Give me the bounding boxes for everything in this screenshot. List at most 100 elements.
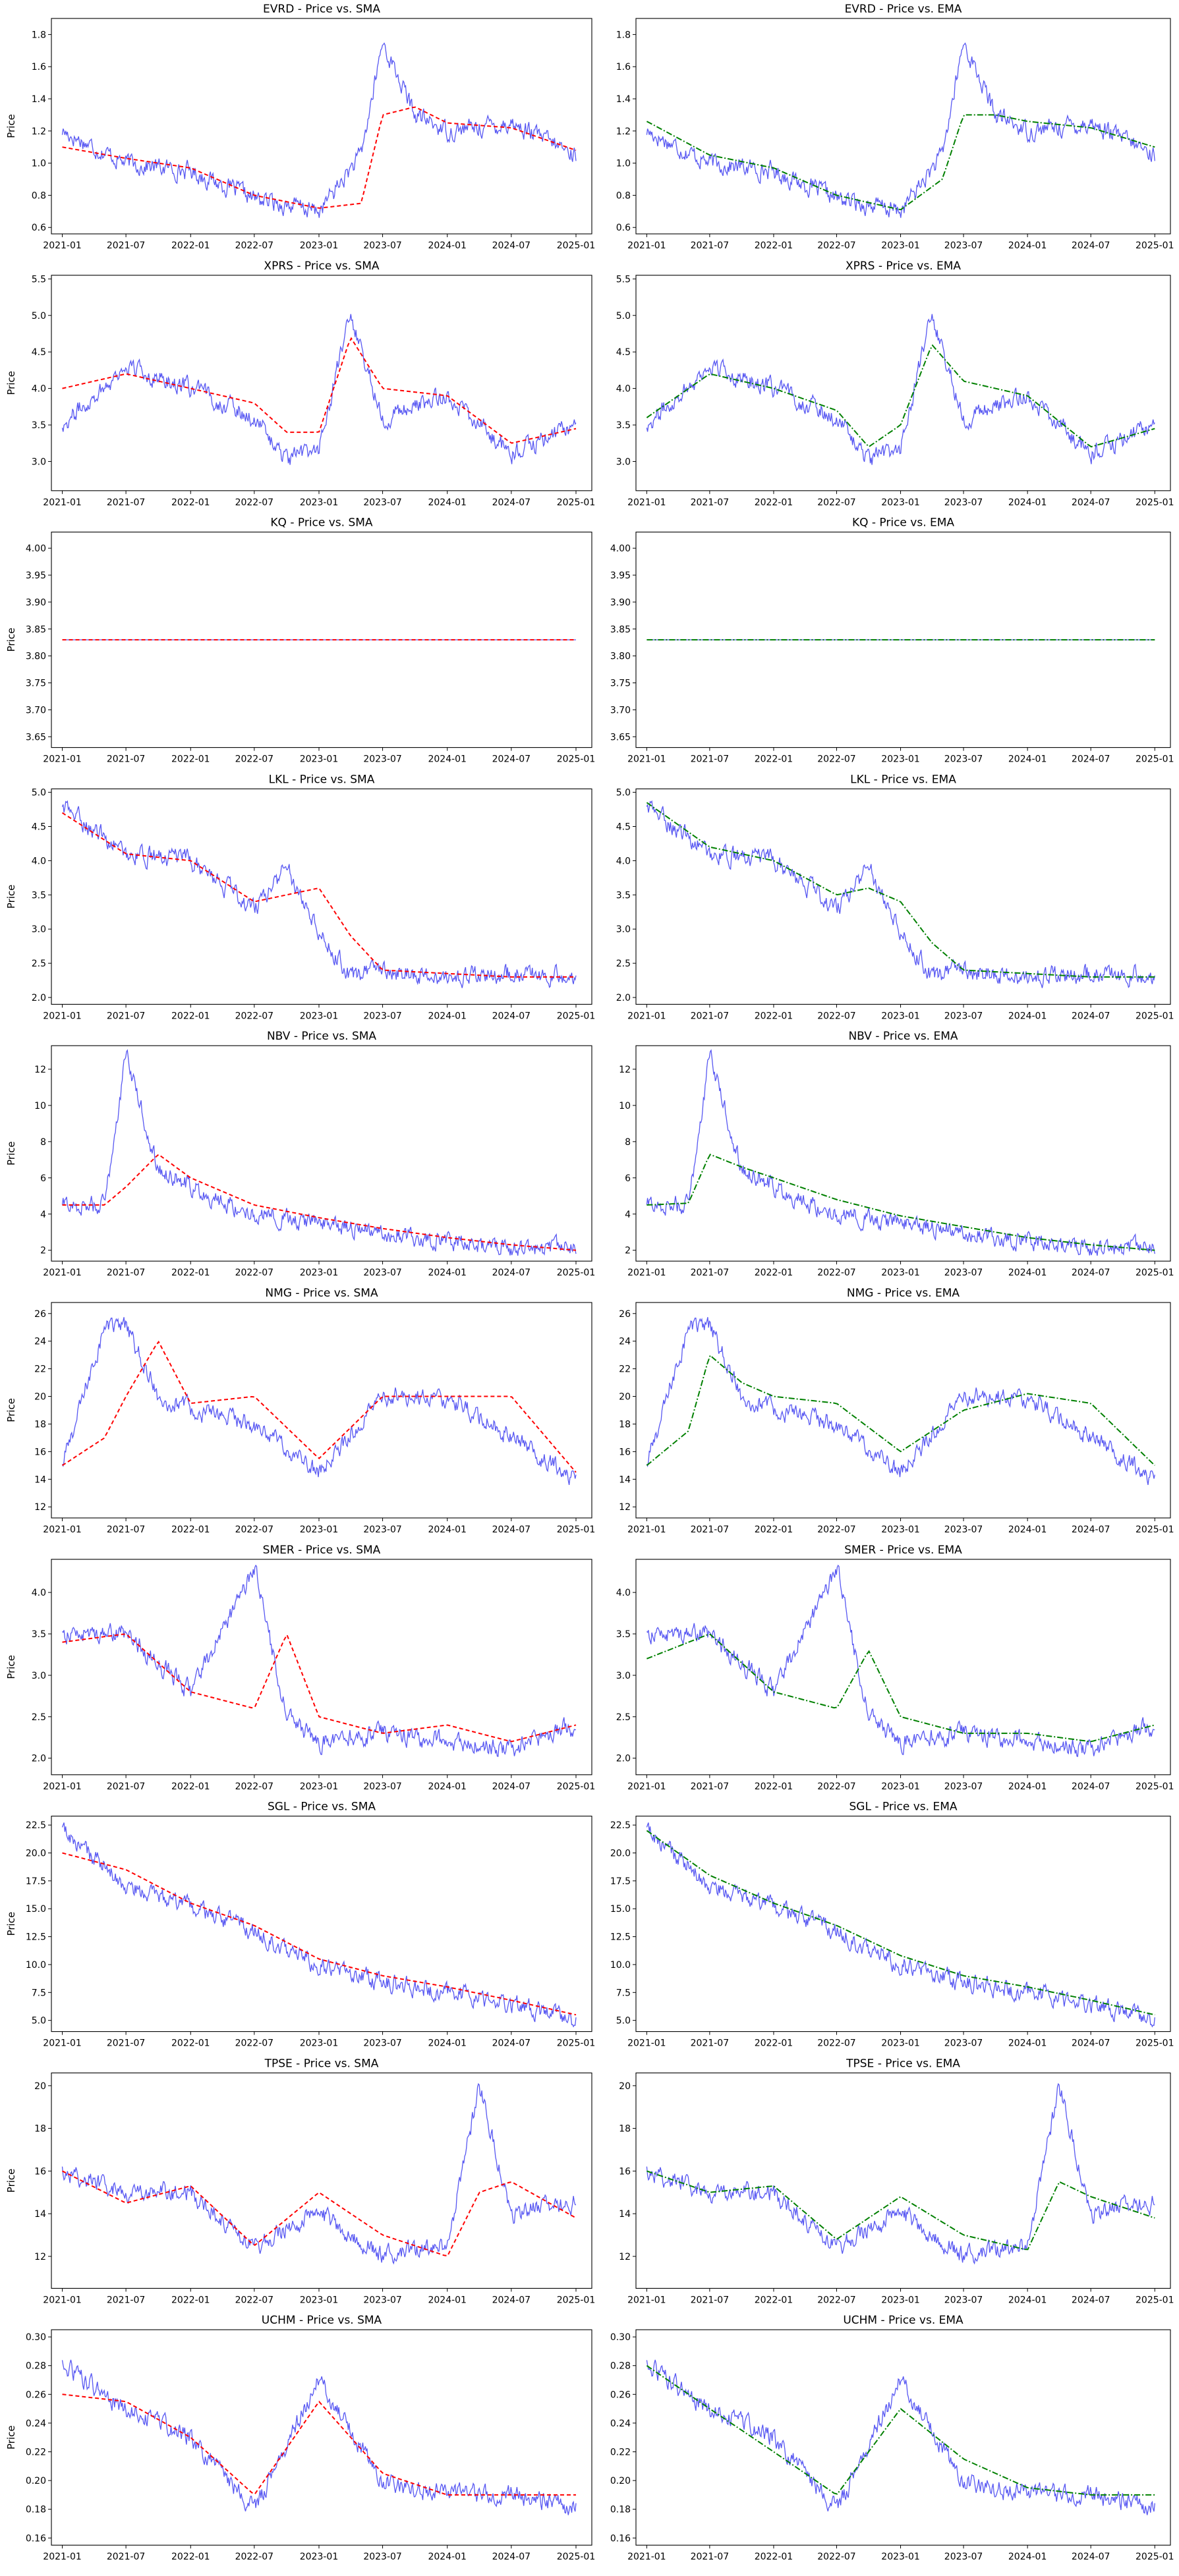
x-tick-label: 2023-07: [363, 1781, 402, 1792]
y-tick-label: 12: [619, 2252, 631, 2262]
ema-line: [646, 344, 1155, 448]
y-axis-label: Price: [5, 371, 17, 395]
y-tick-label: 3.0: [616, 924, 631, 935]
y-tick-label: 14: [619, 1474, 631, 1485]
subplot-title: UCHM - Price vs. EMA: [843, 2314, 963, 2327]
subplot-uchm-ema: UCHM - Price vs. EMA 0.16 0.18 0.20 0.22 0.24…: [610, 2314, 1174, 2562]
sma-line: [61, 1340, 577, 1473]
price-line: [646, 314, 1155, 465]
price-line: [61, 800, 577, 988]
y-tick-label: 3.5: [32, 890, 46, 901]
axes-frame: [51, 2072, 592, 2289]
sma-line: [62, 337, 577, 444]
x-tick-label: 2021-01: [43, 1011, 82, 1021]
y-tick-label: 0.8: [616, 190, 631, 201]
x-tick-label: 2021-07: [691, 754, 730, 765]
y-tick-label: 18: [34, 1419, 46, 1430]
y-tick-label: 2.0: [616, 1754, 631, 1764]
y-tick-label: 6: [40, 1173, 46, 1184]
x-tick-label: 2025-01: [1136, 1011, 1174, 1021]
x-tick-label: 2023-01: [300, 1268, 339, 1278]
y-axis-label: Price: [5, 1655, 17, 1679]
x-tick-label: 2021-07: [107, 1781, 146, 1792]
y-tick-label: 1.4: [616, 94, 631, 105]
x-tick-label: 2025-01: [557, 1781, 596, 1792]
x-tick-label: 2022-07: [817, 2552, 856, 2562]
y-tick-label: 1.6: [32, 62, 46, 72]
subplot-title: XPRS - Price vs. EMA: [846, 260, 961, 273]
x-tick-label: 2021-07: [691, 1011, 730, 1021]
subplot-title: NMG - Price vs. SMA: [265, 1287, 378, 1300]
x-tick-label: 2025-01: [1136, 2552, 1174, 2562]
y-tick-label: 5.0: [32, 2016, 46, 2027]
y-tick-label: 3.75: [610, 679, 631, 689]
y-tick-label: 0.20: [26, 2476, 46, 2486]
x-tick-label: 2023-01: [300, 2038, 339, 2049]
x-tick-label: 2023-01: [881, 240, 920, 251]
y-tick-label: 22: [34, 1364, 46, 1375]
y-tick-label: 4.0: [32, 1588, 46, 1598]
price-line: [62, 1564, 577, 1757]
x-tick-label: 2025-01: [557, 1011, 596, 1021]
x-tick-label: 2021-01: [627, 2552, 666, 2562]
y-tick-label: 0.22: [610, 2448, 631, 2458]
y-tick-label: 16: [619, 1447, 631, 1457]
x-tick-label: 2021-01: [627, 754, 666, 765]
y-tick-label: 10.0: [26, 1960, 46, 1971]
price-line: [646, 800, 1155, 988]
axes-frame: [51, 788, 592, 1005]
subplot-title: SGL - Price vs. SMA: [268, 1801, 376, 1814]
axes-frame: [51, 1302, 592, 1519]
y-tick-label: 17.5: [26, 1876, 46, 1887]
axes-frame: [51, 532, 592, 748]
axes-frame: [635, 1559, 1171, 1776]
y-tick-label: 15.0: [610, 1904, 631, 1915]
subplot-xprs-sma: XPRS - Price vs. SMA Price 3.0 3.5 4.0 4.5 5.0…: [5, 260, 595, 508]
x-tick-label: 2025-01: [1136, 754, 1174, 765]
y-tick-label: 2.5: [32, 1712, 46, 1723]
x-tick-label: 2024-07: [1072, 497, 1110, 508]
x-tick-label: 2022-07: [817, 1781, 856, 1792]
x-tick-label: 2022-07: [817, 497, 856, 508]
axes-frame: [635, 275, 1171, 491]
y-tick-label: 0.8: [32, 190, 46, 201]
y-tick-label: 5.0: [616, 2016, 631, 2027]
price-line: [61, 314, 577, 465]
ema-line: [647, 1633, 1155, 1743]
y-tick-label: 8: [625, 1137, 631, 1148]
subplot-title: KQ - Price vs. SMA: [270, 517, 373, 530]
x-tick-label: 2021-07: [691, 1525, 730, 1535]
subplot-nbv-sma: NBV - Price vs. SMA Price 2 4 6 8 10 12 2021-01 2…: [5, 1030, 595, 1278]
subplot-title: NMG - Price vs. EMA: [847, 1287, 960, 1300]
y-tick-label: 14: [34, 2209, 46, 2220]
y-tick-label: 20.0: [610, 1849, 631, 1859]
y-tick-label: 3.0: [32, 457, 46, 467]
x-tick-label: 2023-07: [944, 2552, 983, 2562]
y-tick-label: 0.6: [616, 223, 631, 233]
x-tick-label: 2022-07: [235, 497, 274, 508]
x-tick-label: 2024-01: [1008, 1268, 1047, 1278]
x-tick-label: 2024-01: [428, 497, 467, 508]
x-tick-label: 2024-07: [1072, 240, 1110, 251]
y-tick-label: 3.5: [616, 420, 631, 431]
y-tick-label: 4.5: [616, 347, 631, 358]
x-tick-label: 2023-07: [363, 497, 402, 508]
x-tick-label: 2022-01: [171, 1268, 210, 1278]
x-tick-label: 2024-07: [1072, 1011, 1110, 1021]
y-tick-label: 18: [34, 2124, 46, 2135]
y-axis-label: Price: [5, 1398, 17, 1422]
y-tick-label: 14: [34, 1474, 46, 1485]
y-tick-label: 4.0: [32, 856, 46, 866]
x-tick-label: 2024-01: [1008, 754, 1047, 765]
x-tick-label: 2023-07: [363, 240, 402, 251]
x-tick-label: 2021-01: [43, 2552, 82, 2562]
x-tick-label: 2025-01: [557, 497, 596, 508]
x-tick-label: 2024-07: [492, 2552, 531, 2562]
y-tick-label: 3.0: [616, 1671, 631, 1681]
x-tick-label: 2023-01: [300, 1011, 339, 1021]
x-tick-label: 2024-07: [492, 1525, 531, 1535]
y-tick-label: 18: [619, 2124, 631, 2135]
subplot-title: UCHM - Price vs. SMA: [262, 2314, 382, 2327]
y-tick-label: 4.5: [32, 822, 46, 832]
y-tick-label: 3.80: [26, 652, 46, 662]
